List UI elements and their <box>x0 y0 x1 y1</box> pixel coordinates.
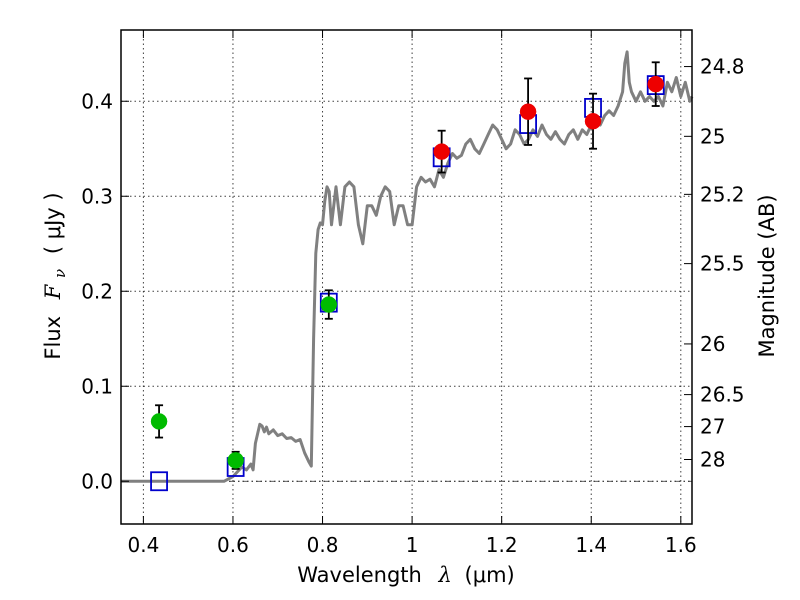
x-tick-label: 1.2 <box>486 533 518 557</box>
x-tick-label: 0.6 <box>217 533 249 557</box>
y-axis-symbol: F <box>41 283 65 300</box>
y-axis-unit: ( μJy ) <box>41 192 65 254</box>
data-point <box>433 143 450 160</box>
y-tick-label: 0.2 <box>81 279 113 303</box>
y-tick-label: 0.0 <box>81 469 113 493</box>
magnitude-tick-label: 26 <box>700 332 725 356</box>
magnitude-tick-label: 26.5 <box>700 383 745 407</box>
model-photometry-square <box>150 471 168 492</box>
nir-detections <box>433 61 664 174</box>
model-spectrum <box>121 50 694 483</box>
magnitude-tick-label: 27 <box>700 415 725 439</box>
magnitude-tick-label: 24.8 <box>700 55 745 79</box>
y-tick-label: 0.1 <box>81 374 113 398</box>
x-tick-label: 1.6 <box>665 533 697 557</box>
data-point <box>150 413 168 430</box>
magnitude-tick-label: 25.5 <box>700 252 745 276</box>
x-axis-label: Wavelength λ (μm) <box>297 563 514 587</box>
x-axis-unit: (μm) <box>465 563 515 587</box>
y-tick-label: 0.3 <box>81 184 113 208</box>
x-tick-label: 1 <box>406 533 419 557</box>
y-axis-label-text: Flux <box>41 316 65 360</box>
y-tick-label: 0.4 <box>81 89 113 113</box>
y-axis-subscript: ν <box>51 269 69 278</box>
axis-ticks: 0.4 0.6 0.8 1 1.2 1.4 1.6 0.0 0.1 0.2 0.3 0.4 24.8 25… <box>81 30 745 557</box>
right-axis-label: Magnitude (AB) <box>755 194 779 357</box>
magnitude-tick-label: 28 <box>700 447 725 471</box>
x-tick-label: 0.8 <box>307 533 339 557</box>
magnitude-tick-label: 25.2 <box>700 182 745 206</box>
plot-series <box>121 50 694 492</box>
data-point <box>584 112 602 130</box>
x-tick-label: 0.4 <box>127 533 159 557</box>
data-point <box>519 103 537 120</box>
data-point <box>647 75 664 93</box>
data-point <box>227 452 244 469</box>
x-tick-label: 1.4 <box>575 533 607 557</box>
magnitude-tick-label: 25 <box>700 124 725 148</box>
x-axis-label-text: Wavelength <box>297 563 422 587</box>
data-point <box>320 296 338 313</box>
spectrum-line <box>121 50 694 483</box>
plot-frame <box>120 29 693 525</box>
optical-detections <box>150 289 338 470</box>
y-axis-label: Flux F ν ( μJy ) <box>41 192 70 359</box>
x-axis-symbol: λ <box>438 563 452 587</box>
